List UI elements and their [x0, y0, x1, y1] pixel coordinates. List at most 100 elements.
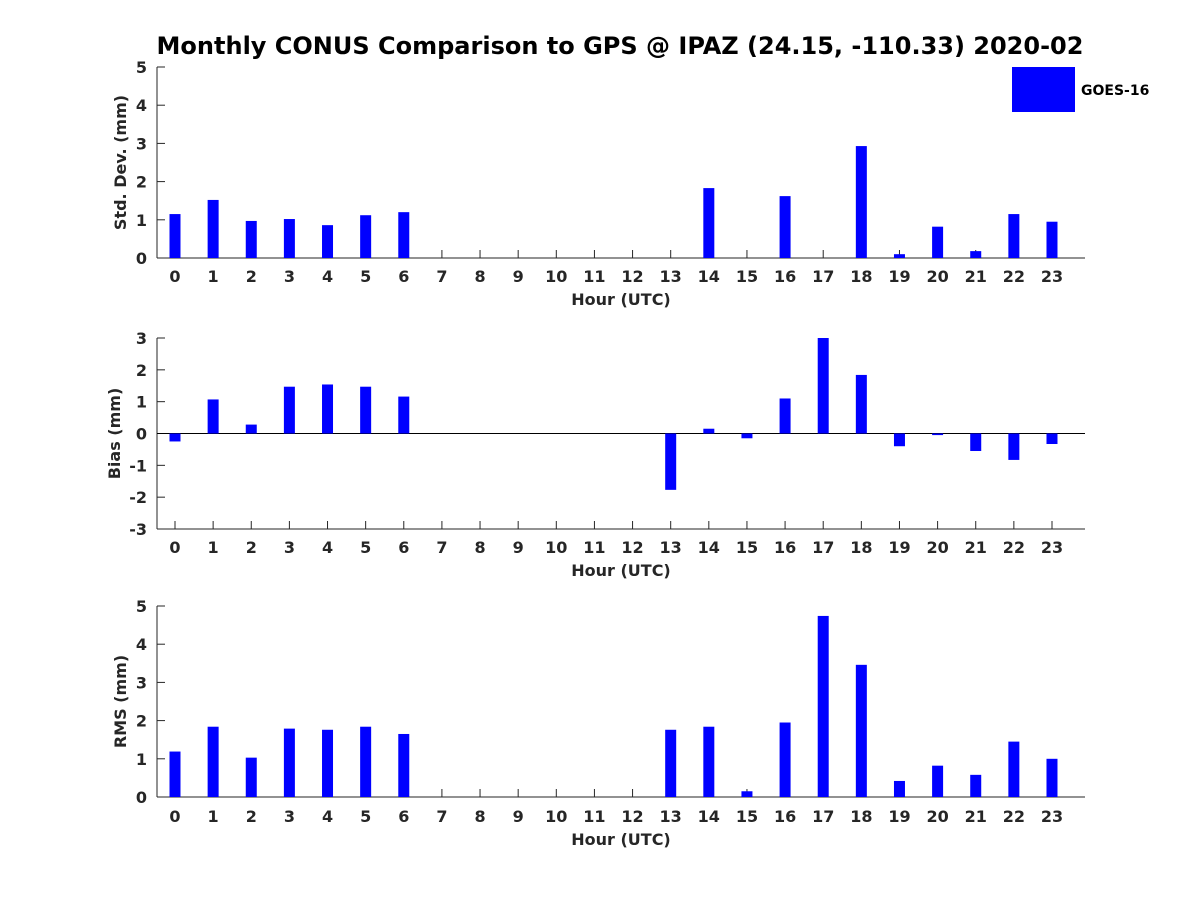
bias-x-tick-label: 16 [774, 538, 796, 557]
rms-x-tick-label: 14 [698, 807, 720, 826]
bias-x-tick-label: 6 [398, 538, 409, 557]
std-dev-x-tick-label: 21 [965, 267, 987, 286]
rms-y-tick-label: 3 [136, 673, 147, 692]
rms-bar [703, 726, 715, 797]
rms-y-tick-label: 2 [136, 712, 147, 731]
std-dev-bar [207, 199, 219, 258]
bias-bar [207, 399, 219, 434]
bias-x-tick-label: 19 [888, 538, 910, 557]
bias-x-tick-label: 22 [1003, 538, 1025, 557]
std-dev-y-tick-label: 0 [136, 249, 147, 268]
std-dev-bar [893, 254, 905, 258]
std-dev-bar [1008, 214, 1020, 258]
bias-x-axis-label: Hour (UTC) [571, 561, 671, 580]
bias-x-tick-label: 7 [436, 538, 447, 557]
std-dev-y-axis-label: Std. Dev. (mm) [111, 95, 130, 230]
bias-x-tick-label: 2 [246, 538, 257, 557]
bias-y-tick-label: -2 [129, 488, 147, 507]
std-dev-y-tick-label: 3 [136, 134, 147, 153]
std-dev-x-tick-label: 15 [736, 267, 758, 286]
rms-bar [817, 615, 829, 797]
std-dev-bar [779, 196, 791, 258]
rms-x-tick-label: 13 [660, 807, 682, 826]
std-dev-x-tick-label: 1 [208, 267, 219, 286]
rms-bar [169, 751, 181, 797]
rms-x-tick-label: 23 [1041, 807, 1063, 826]
bias-y-tick-label: 0 [136, 425, 147, 444]
rms-y-tick-label: 1 [136, 750, 147, 769]
std-dev-bar [283, 219, 295, 258]
std-dev-x-tick-label: 16 [774, 267, 796, 286]
rms-x-tick-label: 19 [888, 807, 910, 826]
rms-x-tick-label: 1 [208, 807, 219, 826]
bias-x-tick-label: 15 [736, 538, 758, 557]
bias-y-axis-label: Bias (mm) [105, 388, 124, 480]
rms-bar [779, 722, 791, 797]
rms-bar [1046, 758, 1058, 797]
bias-bar [322, 384, 334, 434]
rms-x-tick-label: 8 [474, 807, 485, 826]
rms-bar [207, 726, 219, 797]
std-dev-y-tick-label: 1 [136, 211, 147, 230]
bias-x-tick-label: 13 [660, 538, 682, 557]
rms-bar [970, 774, 982, 797]
std-dev-x-tick-label: 22 [1003, 267, 1025, 286]
rms-bar [665, 729, 677, 797]
legend-label: GOES-16 [1081, 83, 1149, 99]
std-dev-bar [855, 146, 867, 258]
rms-bar [322, 729, 334, 797]
bias-x-tick-label: 12 [621, 538, 643, 557]
bias-x-tick-label: 20 [926, 538, 948, 557]
bias-x-tick-label: 0 [169, 538, 180, 557]
rms-y-tick-label: 0 [136, 788, 147, 807]
std-dev-x-tick-label: 3 [284, 267, 295, 286]
std-dev-x-tick-label: 20 [926, 267, 948, 286]
bias-x-tick-label: 1 [208, 538, 219, 557]
rms-x-tick-label: 17 [812, 807, 834, 826]
bias-bar [741, 433, 753, 439]
rms-x-tick-label: 7 [436, 807, 447, 826]
std-dev-x-tick-label: 18 [850, 267, 872, 286]
std-dev-x-tick-label: 13 [660, 267, 682, 286]
bias-bar [169, 433, 181, 442]
std-dev-x-tick-label: 9 [513, 267, 524, 286]
std-dev-x-tick-label: 23 [1041, 267, 1063, 286]
std-dev-bar [398, 212, 410, 258]
std-dev-bar [169, 214, 181, 258]
rms-x-axis-label: Hour (UTC) [571, 830, 671, 849]
rms-x-tick-label: 15 [736, 807, 758, 826]
bias-y-tick-label: -3 [129, 520, 147, 539]
std-dev-x-tick-label: 2 [246, 267, 257, 286]
rms-x-tick-label: 12 [621, 807, 643, 826]
bias-x-tick-label: 17 [812, 538, 834, 557]
rms-bar [855, 664, 867, 797]
std-dev-x-tick-label: 6 [398, 267, 409, 286]
rms-x-tick-label: 22 [1003, 807, 1025, 826]
std-dev-bar [1046, 221, 1058, 258]
rms-bar [398, 733, 410, 797]
bias-x-tick-label: 18 [850, 538, 872, 557]
rms-x-tick-label: 3 [284, 807, 295, 826]
bias-bar [360, 386, 372, 434]
std-dev-bar [703, 188, 715, 258]
bias-y-tick-label: -1 [129, 456, 147, 475]
rms-x-tick-label: 11 [583, 807, 605, 826]
rms-x-tick-label: 5 [360, 807, 371, 826]
rms-bar [283, 728, 295, 797]
rms-bar [360, 726, 372, 797]
std-dev-x-tick-label: 7 [436, 267, 447, 286]
bias-x-tick-label: 4 [322, 538, 333, 557]
std-dev-y-tick-label: 4 [136, 96, 147, 115]
std-dev-x-tick-label: 14 [698, 267, 720, 286]
bias-bar [970, 433, 982, 452]
rms-x-tick-label: 16 [774, 807, 796, 826]
bias-x-tick-label: 11 [583, 538, 605, 557]
rms-x-tick-label: 0 [169, 807, 180, 826]
rms-x-tick-label: 4 [322, 807, 333, 826]
bias-x-tick-label: 14 [698, 538, 720, 557]
